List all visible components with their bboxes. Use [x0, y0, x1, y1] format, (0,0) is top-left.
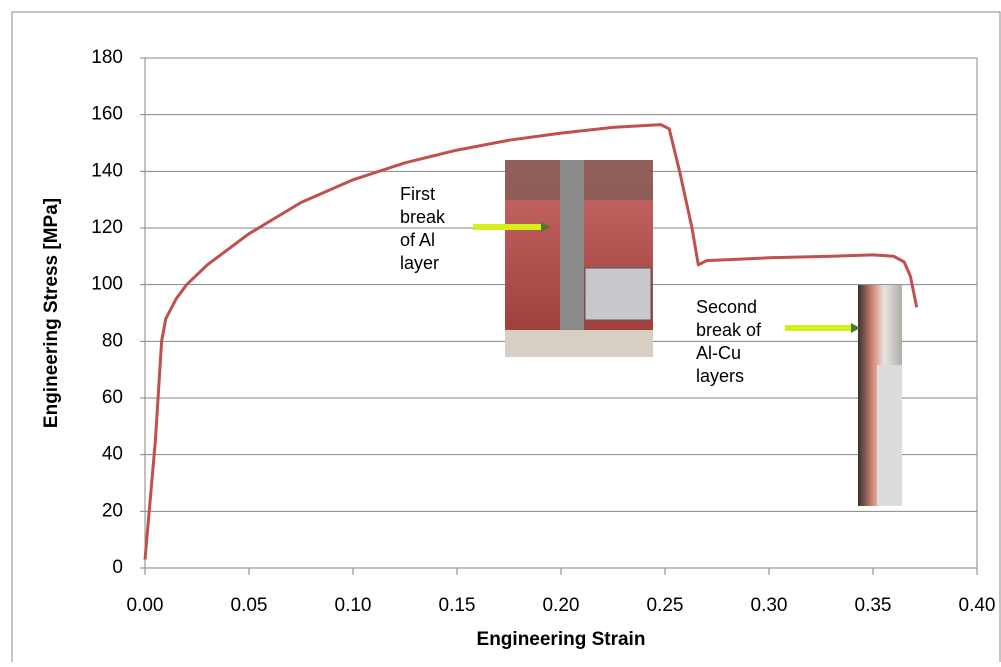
annotation-text: break of	[696, 320, 762, 340]
x-tick-label: 0.10	[335, 595, 372, 616]
photo-strip-part	[877, 365, 902, 506]
x-tick-label: 0.25	[647, 595, 684, 616]
photo-monitor	[585, 268, 651, 320]
annotation-text: layers	[696, 366, 744, 386]
y-tick-label: 180	[91, 47, 123, 68]
y-axis-title: Engineering Stress [MPa]	[41, 198, 62, 428]
annotation-text: Second	[696, 297, 757, 317]
y-tick-label: 140	[91, 160, 123, 181]
x-tick-label: 0.40	[959, 595, 996, 616]
x-axis-title: Engineering Strain	[477, 629, 646, 650]
y-tick-label: 20	[102, 500, 123, 521]
y-tick-label: 100	[91, 274, 123, 295]
annotation-text: First	[400, 184, 435, 204]
chart: 0 20 40 60 80 100 120 140 160 180 0.00 0.05 0.10 0.15…	[0, 0, 1001, 662]
annotation-text: Al-Cu	[696, 343, 741, 363]
y-tick-label: 40	[102, 444, 123, 465]
x-tick-label: 0.05	[231, 595, 268, 616]
y-tick-label: 120	[91, 217, 123, 238]
photo-table	[505, 330, 653, 357]
annotation-text: layer	[400, 253, 439, 273]
annotation-text: break	[400, 207, 446, 227]
x-tick-label: 0.35	[855, 595, 892, 616]
y-tick-label: 80	[102, 330, 123, 351]
x-tick-label: 0.00	[127, 595, 164, 616]
y-tick-label: 60	[102, 387, 123, 408]
annotation-text: of Al	[400, 230, 435, 250]
x-tick-label: 0.20	[543, 595, 580, 616]
x-tick-label: 0.15	[439, 595, 476, 616]
y-tick-label: 0	[112, 557, 123, 578]
photo-specimen	[560, 160, 584, 357]
y-tick-label: 160	[91, 104, 123, 125]
x-tick-label: 0.30	[751, 595, 788, 616]
